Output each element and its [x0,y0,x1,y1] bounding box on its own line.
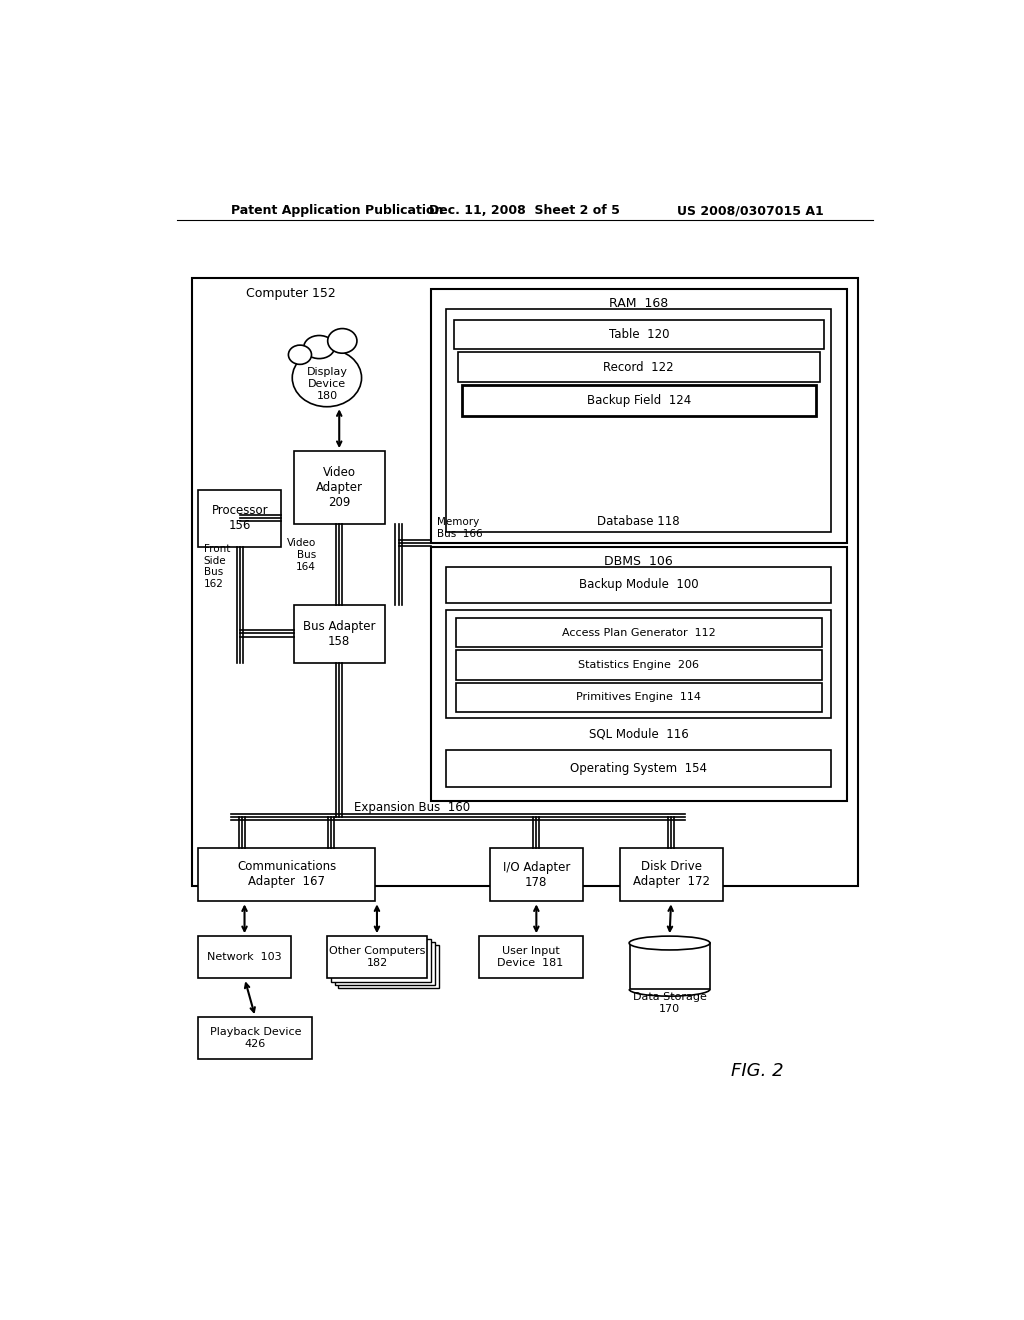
Text: Data Storage
170: Data Storage 170 [633,993,707,1014]
Text: RAM  168: RAM 168 [609,297,669,310]
Bar [456,618,822,647]
Text: Video
Bus
164: Video Bus 164 [287,539,316,572]
Text: SQL Module  116: SQL Module 116 [589,727,688,741]
Ellipse shape [289,345,311,364]
Text: Front
Side
Bus
162: Front Side Bus 162 [204,544,230,589]
Bar [335,942,435,985]
Ellipse shape [292,348,361,407]
Bar [446,566,831,603]
Bar [294,605,385,663]
Bar [456,651,822,680]
Text: Backup Field  124: Backup Field 124 [587,393,691,407]
Text: Table  120: Table 120 [608,329,669,342]
Text: Disk Drive
Adapter  172: Disk Drive Adapter 172 [633,861,710,888]
Bar [327,936,427,978]
Text: Network  103: Network 103 [207,952,282,962]
Bar [199,936,291,978]
Bar [446,610,831,718]
Text: DBMS  106: DBMS 106 [604,554,673,568]
Text: Memory
Bus  166: Memory Bus 166 [437,517,482,539]
Text: Operating System  154: Operating System 154 [570,762,708,775]
Bar [458,352,819,381]
Text: Patent Application Publication: Patent Application Publication [230,205,443,218]
Text: Display
Device
180: Display Device 180 [306,367,347,401]
Ellipse shape [328,329,357,354]
Bar [456,682,822,711]
Bar [431,289,847,544]
Text: Processor
156: Processor 156 [212,504,268,532]
Text: US 2008/0307015 A1: US 2008/0307015 A1 [677,205,823,218]
Bar [331,940,431,982]
Text: Bus Adapter
158: Bus Adapter 158 [303,620,376,648]
Bar [478,936,583,978]
Text: Expansion Bus  160: Expansion Bus 160 [353,801,470,814]
Text: Access Plan Generator  112: Access Plan Generator 112 [562,628,716,638]
Text: I/O Adapter
178: I/O Adapter 178 [503,861,570,888]
Text: Computer 152: Computer 152 [246,286,336,300]
Bar [446,309,831,532]
Text: Video
Adapter
209: Video Adapter 209 [315,466,362,510]
Text: Other Computers
182: Other Computers 182 [329,946,425,968]
Bar [199,847,376,902]
Bar [630,942,711,989]
Text: Dec. 11, 2008  Sheet 2 of 5: Dec. 11, 2008 Sheet 2 of 5 [429,205,621,218]
Bar [462,385,816,416]
Bar [620,847,724,902]
Bar [490,847,583,902]
Text: Database 118: Database 118 [597,515,680,528]
Text: Primitives Engine  114: Primitives Engine 114 [577,693,701,702]
Text: Communications
Adapter  167: Communications Adapter 167 [238,861,337,888]
Text: User Input
Device  181: User Input Device 181 [498,946,563,968]
Ellipse shape [304,335,335,359]
Text: Backup Module  100: Backup Module 100 [579,578,698,591]
Text: Statistics Engine  206: Statistics Engine 206 [579,660,699,671]
Bar [199,490,282,548]
Bar [193,277,858,886]
Text: FIG. 2: FIG. 2 [731,1061,783,1080]
Bar [446,750,831,787]
Bar [199,1016,312,1059]
Ellipse shape [629,936,710,950]
Bar [339,945,438,987]
Bar [454,321,823,350]
Text: Record  122: Record 122 [603,360,674,374]
Bar [294,451,385,524]
Bar [431,548,847,801]
Text: Playback Device
426: Playback Device 426 [210,1027,301,1049]
